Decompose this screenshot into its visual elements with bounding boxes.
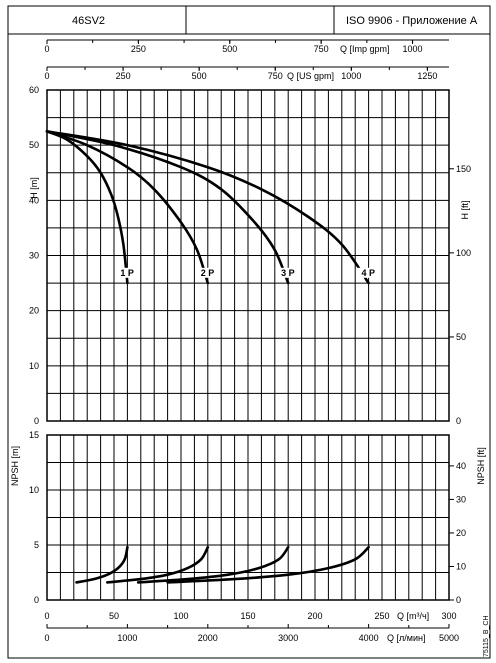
npsh-curve bbox=[166, 545, 370, 584]
side-code: 75115_B_CH bbox=[483, 615, 490, 657]
bottom-m3h-tick: 0 bbox=[44, 611, 49, 621]
model-name: 46SV2 bbox=[72, 15, 105, 27]
head-y2-tick: 100 bbox=[456, 248, 471, 258]
npsh-y-tick: 10 bbox=[29, 485, 39, 495]
head-y2-tick: 50 bbox=[456, 332, 466, 342]
bottom-m3h-tick: 250 bbox=[374, 611, 389, 621]
head-plot-border bbox=[46, 89, 450, 422]
npsh-y2-tick: 20 bbox=[456, 528, 466, 538]
head-axis-ticks: 0 10 20 30 40 50 60 50 100 150 0 bbox=[29, 85, 471, 426]
bottom-m3h-tick: 50 bbox=[109, 611, 119, 621]
top-axis-tick: 0 bbox=[44, 44, 49, 54]
bottom-m3h-tick: 150 bbox=[240, 611, 255, 621]
top-axis-tick: 500 bbox=[222, 44, 237, 54]
npsh-y-tick: 15 bbox=[29, 430, 39, 440]
head-y-tick: 0 bbox=[34, 416, 39, 426]
head-curve bbox=[45, 130, 129, 285]
top-axis-tick: 1000 bbox=[403, 44, 423, 54]
top-axis-tick: 750 bbox=[314, 44, 329, 54]
npsh-y-label: NPSH [m] bbox=[10, 446, 20, 486]
head-y2-tick: 0 bbox=[456, 416, 461, 426]
head-curve-label: 1 P bbox=[120, 268, 134, 278]
bottom-lmin-tick: 1000 bbox=[117, 633, 137, 643]
npsh-plot-border bbox=[46, 434, 450, 601]
head-y-label: H [m] bbox=[29, 177, 39, 199]
top-axis-label: Q [US gpm] bbox=[287, 71, 334, 81]
top-axis-tick: 250 bbox=[116, 71, 131, 81]
npsh-curves bbox=[75, 545, 370, 584]
head-y-tick: 10 bbox=[29, 361, 39, 371]
npsh-y2-tick: 40 bbox=[456, 461, 466, 471]
head-y2-tick: 150 bbox=[456, 164, 471, 174]
head-y-tick: 20 bbox=[29, 306, 39, 316]
head-curve-label: 2 P bbox=[201, 268, 215, 278]
standard-label: ISO 9906 - Приложение A bbox=[346, 15, 478, 27]
npsh-y2-tick: 30 bbox=[456, 494, 466, 504]
bottom-lmin-tick: 4000 bbox=[359, 633, 379, 643]
top-axis-label: Q [Imp gpm] bbox=[340, 44, 390, 54]
curve-label-bg bbox=[357, 267, 380, 278]
head-grid bbox=[46, 89, 450, 422]
bottom-lmin-tick: 2000 bbox=[198, 633, 218, 643]
npsh-y-tick: 5 bbox=[34, 540, 39, 550]
head-y-tick: 30 bbox=[29, 251, 39, 261]
curve-label-bg bbox=[196, 267, 219, 278]
bottom-lmin-tick: 0 bbox=[44, 633, 49, 643]
npsh-y2-label: NPSH [ft] bbox=[476, 447, 486, 485]
head-y-tick: 50 bbox=[29, 140, 39, 150]
q-m3h-label: Q [m³/ч] bbox=[397, 611, 429, 621]
npsh-y2-tick: 10 bbox=[456, 561, 466, 571]
head-curves: 1 P 2 P 3 P 4 P bbox=[45, 130, 380, 285]
npsh-curve bbox=[136, 545, 290, 584]
bottom-flow-axes: 0 50 100 150 200 250 3000 1000 2000 3000 4000 5000 bbox=[44, 611, 459, 643]
curve-label-bg bbox=[276, 267, 299, 278]
chart-frame bbox=[7, 33, 491, 659]
npsh-curve bbox=[106, 545, 210, 584]
npsh-axis-ticks: 0 5 10 15 0 10 20 30 40 bbox=[29, 430, 466, 605]
head-curve bbox=[45, 130, 290, 285]
curve-label-bg bbox=[116, 267, 139, 278]
npsh-grid bbox=[46, 434, 450, 601]
top-axis-tick: 1000 bbox=[341, 71, 361, 81]
top-flow-axes: 0 250 500 750 1000 Q [Imp gpm] 0 250 500 750 1000 1… bbox=[44, 39, 449, 81]
top-axis-tick: 750 bbox=[268, 71, 283, 81]
head-curve bbox=[45, 130, 210, 285]
head-curve-label: 3 P bbox=[281, 268, 295, 278]
npsh-y-tick: 0 bbox=[34, 595, 39, 605]
head-curve-label: 4 P bbox=[362, 268, 376, 278]
bottom-m3h-tick: 300 bbox=[441, 611, 456, 621]
head-y2-label: H [ft] bbox=[460, 200, 470, 219]
npsh-curve bbox=[75, 545, 129, 584]
head-y-tick: 60 bbox=[29, 85, 39, 95]
head-y-tick: 40 bbox=[29, 195, 39, 205]
bottom-m3h-tick: 100 bbox=[173, 611, 188, 621]
npsh-y2-tick: 0 bbox=[456, 595, 461, 605]
top-axis-tick: 0 bbox=[44, 71, 49, 81]
q-lmin-label: Q [л/мин] bbox=[387, 633, 425, 643]
head-curve bbox=[45, 130, 370, 285]
bottom-lmin-tick: 3000 bbox=[278, 633, 298, 643]
bottom-lmin-tick: 5000 bbox=[439, 633, 459, 643]
top-axis-tick: 250 bbox=[131, 44, 146, 54]
top-axis-tick: 500 bbox=[192, 71, 207, 81]
bottom-m3h-tick: 200 bbox=[307, 611, 322, 621]
top-axis-tick: 1250 bbox=[417, 71, 437, 81]
